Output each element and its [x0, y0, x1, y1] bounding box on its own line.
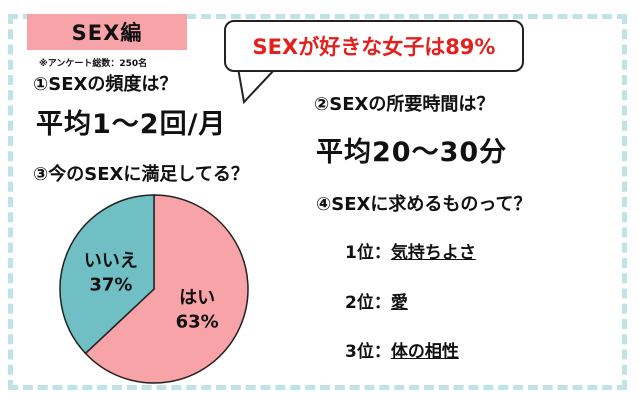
rank-2-answer: 愛 — [390, 293, 408, 313]
rank-2: 2位：愛 — [345, 288, 408, 313]
rank-3-answer: 体の相性 — [390, 342, 459, 362]
rank-1-answer: 気持ちよさ — [390, 243, 476, 263]
pie-value-0: 63% — [176, 312, 219, 333]
q2-answer: 平均20～30分 — [316, 137, 508, 168]
callout-bubble: SEXが好きな女子は89% — [224, 20, 524, 72]
survey-note: ※アンケート総数：250名 — [39, 59, 148, 69]
pie-slice-0 — [84, 194, 249, 384]
rank-3-label: 3位： — [345, 342, 391, 362]
q4-heading: ④SEXに求めるものって？ — [316, 194, 532, 215]
pie-value-1: 37% — [89, 274, 132, 295]
rank-1-label: 1位： — [345, 243, 391, 263]
satisfaction-pie-chart: はい 63% いいえ 37% — [59, 194, 249, 384]
rank-2-label: 2位： — [345, 293, 391, 313]
pie-label-0: はい — [179, 288, 215, 309]
q3-heading: ③今のSEXに満足してる？ — [33, 164, 249, 185]
section-tab: SEX編 — [27, 14, 187, 50]
q2-heading: ②SEXの所要時間は？ — [314, 94, 495, 115]
pie-slice-1 — [59, 194, 155, 355]
rank-1: 1位：気持ちよさ — [345, 238, 476, 263]
rank-3: 3位：体の相性 — [345, 337, 459, 362]
q1-answer: 平均1～2回/月 — [36, 109, 227, 140]
dashed-frame — [8, 14, 627, 390]
q1-heading: ①SEXの頻度は？ — [33, 74, 178, 95]
pie-label-1: いいえ — [84, 250, 138, 271]
speech-bubble-tail — [237, 68, 277, 104]
